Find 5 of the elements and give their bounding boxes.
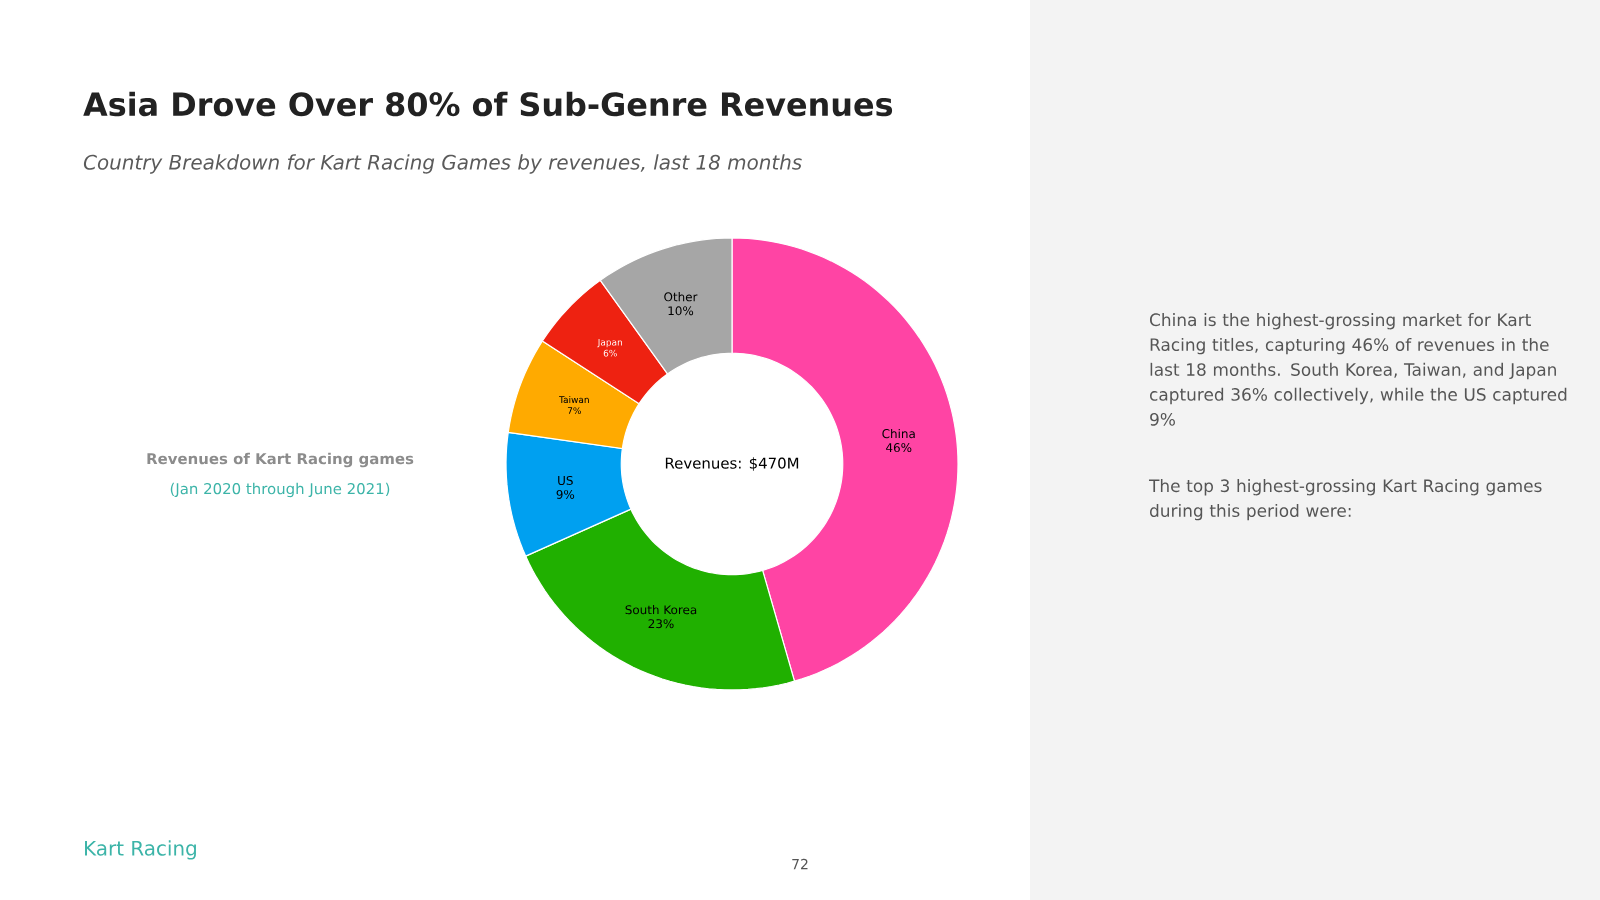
text: The top 3 highest-grossing Kart Racing games during this period were: <box>1148 479 1542 521</box>
chart-subtitle: Country Breakdown for Kart Racing Games by revenues, last 18 months <box>83 154 802 174</box>
text: China is the highest-grossing market for Kart Racing titles, capturing 46% of revenues in the last 18 months. South Korea, Taiwan, and Japan captured 36% collectively, while the US captured 9% <box>1149 313 1567 426</box>
chart-title: Asia Drove Over 80% of Sub-Genre Revenues <box>83 91 893 117</box>
text: Kart Racing <box>85 840 196 860</box>
